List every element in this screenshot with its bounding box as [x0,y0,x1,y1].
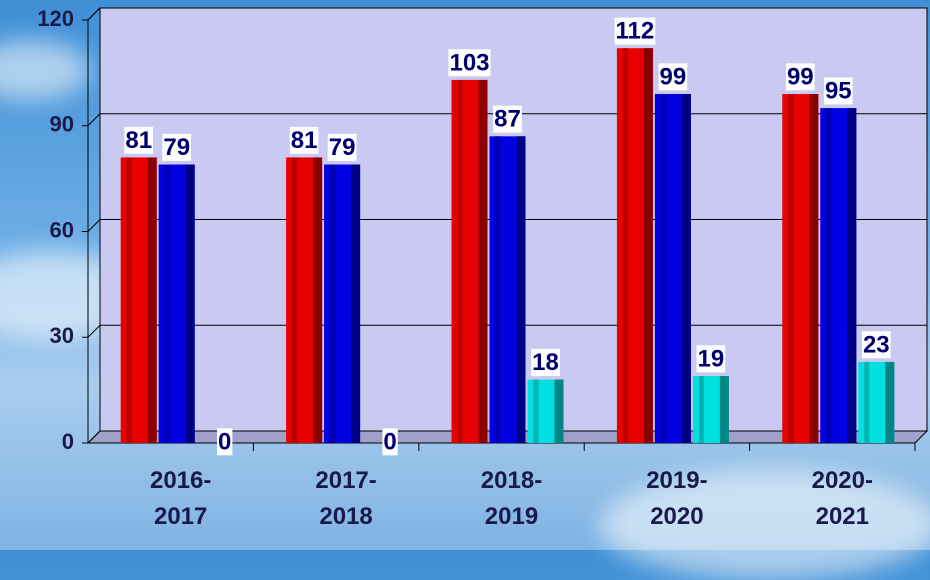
data-label: 103 [449,49,489,76]
bar-highlight [788,94,794,444]
bar-highlight [330,164,336,443]
bar-side [809,94,819,444]
bar-side [351,164,361,443]
bar-side [478,79,488,444]
bar-highlight [533,379,539,443]
data-label-bg [823,77,853,105]
data-label: 18 [532,349,559,376]
grid-line [87,113,101,127]
bar-highlight [164,164,170,443]
bar-highlight [660,94,666,444]
data-label: 23 [863,331,890,358]
data-label: 19 [698,345,725,372]
x-tick-label: 2018-2019 [480,467,543,530]
data-label-bg [785,63,815,91]
data-label-bg [493,105,522,133]
y-tick-label: 30 [50,323,74,348]
data-label: 112 [616,18,655,45]
bar-highlight [495,136,501,443]
y-tick-label: 0 [62,429,74,454]
data-label-bg [162,133,192,161]
bar-side [313,157,323,443]
bar-side [554,379,564,443]
bar-highlight [457,79,463,444]
data-label: 0 [218,428,231,455]
bar-side [147,157,157,443]
grid-line [87,324,101,338]
x-tick-label: 2017-2018 [315,467,377,530]
grid-line [87,7,101,21]
x-tick-label: 2020-2021 [811,467,873,530]
data-label: 79 [163,134,190,161]
data-label-bg [217,428,233,456]
data-label: 95 [825,77,852,104]
data-label-bg [289,126,319,154]
bar-side [681,94,691,444]
x-tick-label: 2019-2020 [646,467,708,530]
bar-highlight [698,376,704,443]
grid-line [87,219,101,232]
data-label-bg [448,49,491,77]
data-label: 99 [787,63,814,90]
data-label-bg [124,126,154,154]
bar-highlight [126,157,132,443]
bar-side [516,136,526,443]
data-label: 99 [660,63,687,90]
bar-highlight [864,361,870,443]
grid-line [87,430,101,444]
y-tick-label: 60 [50,217,74,242]
page: {"chart_data": {"type": "bar", "categori… [0,0,930,550]
data-label-bg [658,63,688,91]
bar-side [885,361,895,443]
bar-highlight [292,157,298,443]
x-tick-label: 2016-2017 [149,467,212,530]
bar-side [719,376,729,443]
bar-side [847,108,857,443]
bar-side [185,164,195,443]
data-label-bg [327,133,357,161]
bar-side [643,48,653,443]
data-label-bg [382,428,398,456]
data-label: 0 [383,428,396,455]
data-label: 87 [494,106,521,133]
data-label: 81 [291,127,318,154]
y-tick-label: 120 [37,6,74,31]
data-label-bg [531,348,560,376]
data-label-bg [696,345,726,373]
bar-highlight [826,108,832,443]
bar-highlight [622,48,628,443]
data-label-bg [861,331,891,359]
y-tick-label: 90 [50,112,74,137]
data-label-bg [614,17,656,45]
data-label: 79 [329,134,356,161]
data-label: 81 [125,127,152,154]
